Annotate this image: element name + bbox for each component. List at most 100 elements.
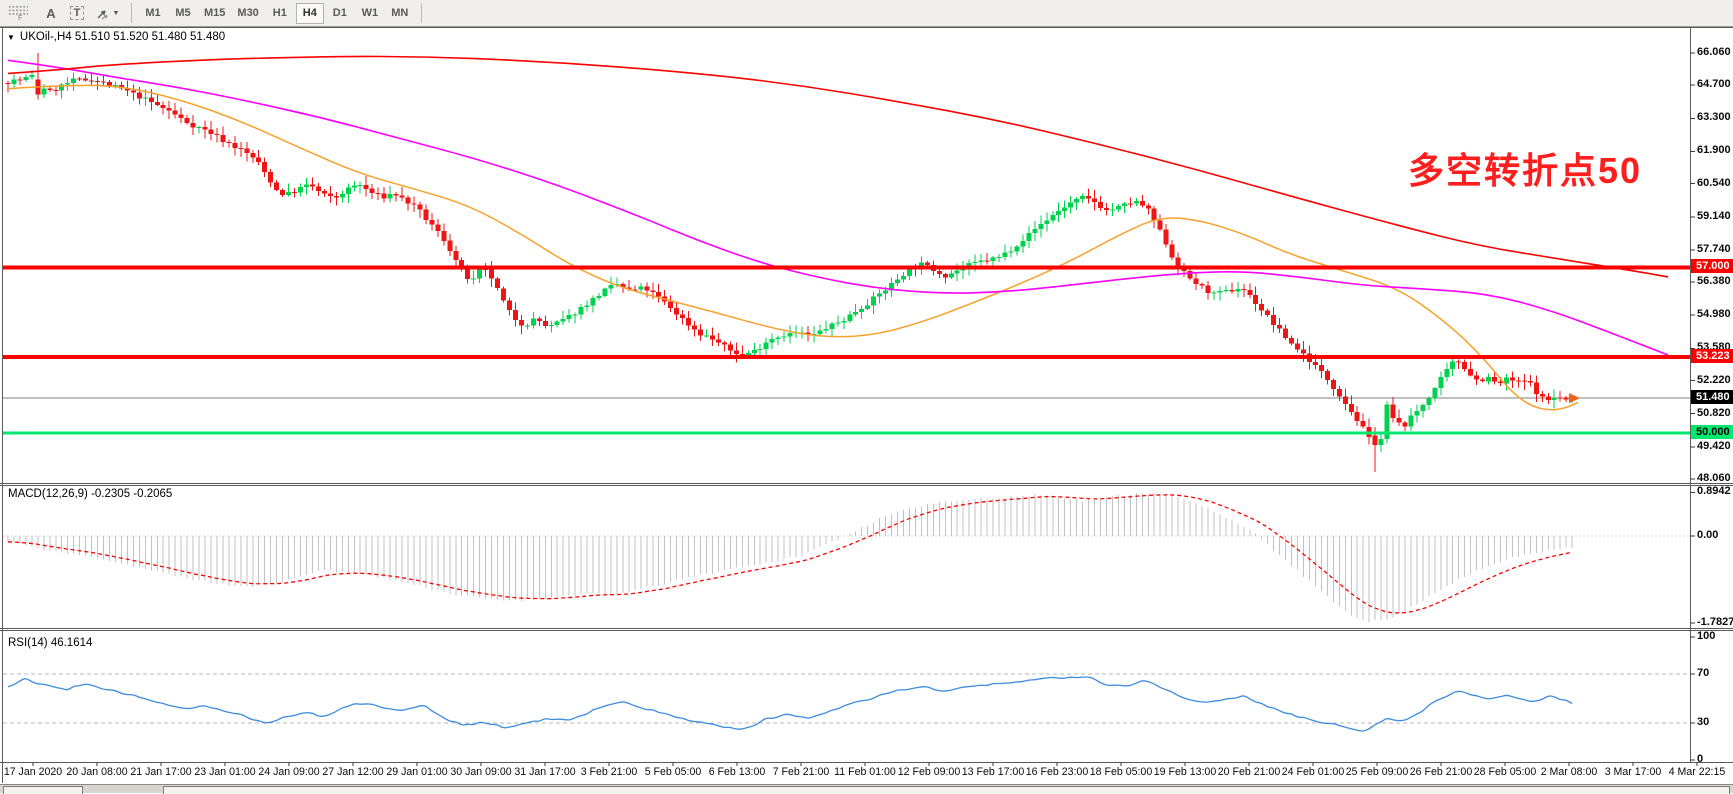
candle-body xyxy=(387,193,393,199)
symbol-ohlc-text: UKOil-,H4 51.510 51.520 51.480 51.480 xyxy=(19,31,226,43)
price-axis-label: 50.820 xyxy=(1697,406,1731,419)
candle-body xyxy=(286,192,292,195)
chart-symbol-title[interactable]: ▼ UKOil-,H4 51.510 51.520 51.480 51.480 xyxy=(7,31,225,43)
candle-body xyxy=(118,85,124,89)
candle-body xyxy=(411,203,417,205)
last-price-arrow-icon xyxy=(1569,393,1580,404)
candle-body xyxy=(1402,422,1408,427)
price-axis-label: 54.980 xyxy=(1697,308,1731,321)
time-axis-label: 13 Feb 17:00 xyxy=(961,766,1025,778)
candle-body xyxy=(524,325,530,327)
timeframe-h1[interactable]: H1 xyxy=(266,3,294,24)
candle-body xyxy=(1474,375,1480,380)
candle-body xyxy=(405,197,411,204)
time-axis-label: 18 Feb 05:00 xyxy=(1089,766,1153,778)
collapse-arrow-icon[interactable]: ▼ xyxy=(7,32,15,42)
candle-body xyxy=(924,262,930,265)
candle-body xyxy=(142,97,148,99)
candle-body xyxy=(1175,257,1181,269)
candle-body xyxy=(214,134,220,136)
time-axis-label: 21 Jan 17:00 xyxy=(130,766,192,778)
timeframe-m5[interactable]: M5 xyxy=(169,3,197,24)
candle-body xyxy=(1414,411,1420,416)
candle-body xyxy=(17,79,23,81)
candle-body xyxy=(1068,202,1074,208)
candle-body xyxy=(1092,198,1097,202)
ma-fast-line xyxy=(7,84,1579,411)
candle-body xyxy=(1038,224,1044,230)
candle-body xyxy=(829,323,835,329)
candle-body xyxy=(1211,292,1217,294)
price-badge-53.223: 53.223 xyxy=(1691,348,1733,363)
candle-body xyxy=(608,284,614,289)
timeframe-m15[interactable]: M15 xyxy=(199,3,230,24)
candle-body xyxy=(972,261,978,264)
arrow-style-tool-button[interactable]: A xyxy=(38,2,64,24)
candle-body xyxy=(1199,284,1205,286)
timeframe-mn[interactable]: MN xyxy=(386,3,414,24)
timeframe-m1[interactable]: M1 xyxy=(139,3,167,24)
candle-body xyxy=(333,195,339,198)
candle-body xyxy=(990,257,996,261)
candle-body xyxy=(1002,252,1008,257)
text-tool-button[interactable]: T xyxy=(64,2,90,24)
time-axis-label: 4 Mar 22:15 xyxy=(1668,766,1726,778)
timeframe-m30[interactable]: M30 xyxy=(232,3,263,24)
arrows-tool-button[interactable]: ▼ xyxy=(90,2,124,24)
candle-body xyxy=(644,286,650,291)
candle-body xyxy=(578,307,584,315)
candle-body xyxy=(1396,417,1402,423)
candle-body xyxy=(626,287,632,290)
candle-body xyxy=(5,82,11,84)
chart-scrollbar[interactable] xyxy=(163,786,1730,794)
toolbar-separator xyxy=(131,3,132,23)
candle-body xyxy=(674,308,680,315)
candle-body xyxy=(417,204,423,210)
candle-body xyxy=(811,333,817,335)
macd-axis-label: -1.7827 xyxy=(1697,615,1733,628)
candle-body xyxy=(590,297,596,306)
candle-body xyxy=(262,162,268,172)
chart-tab[interactable] xyxy=(3,786,83,794)
time-axis-label: 20 Feb 21:00 xyxy=(1217,766,1281,778)
timeframe-d1[interactable]: D1 xyxy=(326,3,354,24)
candle-body xyxy=(83,78,89,81)
candle-body xyxy=(692,325,697,330)
candle-body xyxy=(244,148,250,153)
candle-body xyxy=(566,314,572,319)
candle-body xyxy=(1050,215,1056,221)
panel-borders xyxy=(0,27,1733,783)
candle-body xyxy=(196,127,202,129)
timeframe-h4[interactable]: H4 xyxy=(295,2,324,24)
candle-body xyxy=(447,240,453,252)
rsi-label: RSI(14) 46.1614 xyxy=(8,637,93,649)
candle-body xyxy=(59,84,65,91)
candle-body xyxy=(148,97,154,102)
dropdown-caret-icon: ▼ xyxy=(112,9,120,17)
candle-body xyxy=(1318,365,1324,372)
candle-body xyxy=(489,269,495,279)
price-axis-label: 59.140 xyxy=(1697,209,1731,222)
chart-annotation-text[interactable]: 多空转折点50 xyxy=(1408,150,1643,191)
arrows-icon xyxy=(97,9,108,19)
candle-body xyxy=(95,81,100,83)
candle-body xyxy=(238,147,244,149)
candle-body xyxy=(399,195,405,198)
candle-body xyxy=(1056,211,1062,216)
candle-body xyxy=(518,319,524,326)
candle-body xyxy=(1265,310,1271,316)
candle-body xyxy=(1289,338,1294,344)
candle-body xyxy=(453,251,459,260)
candle-body xyxy=(715,339,721,343)
toolbar-drag-handle[interactable]: F xyxy=(8,4,28,22)
candle-body xyxy=(871,296,877,306)
candle-body xyxy=(1229,290,1235,292)
candle-body xyxy=(375,192,381,194)
candle-body xyxy=(680,314,686,318)
candle-body xyxy=(799,332,805,334)
price-axis-label: 63.300 xyxy=(1697,111,1731,124)
candle-body xyxy=(166,107,172,111)
timeframe-w1[interactable]: W1 xyxy=(356,3,384,24)
